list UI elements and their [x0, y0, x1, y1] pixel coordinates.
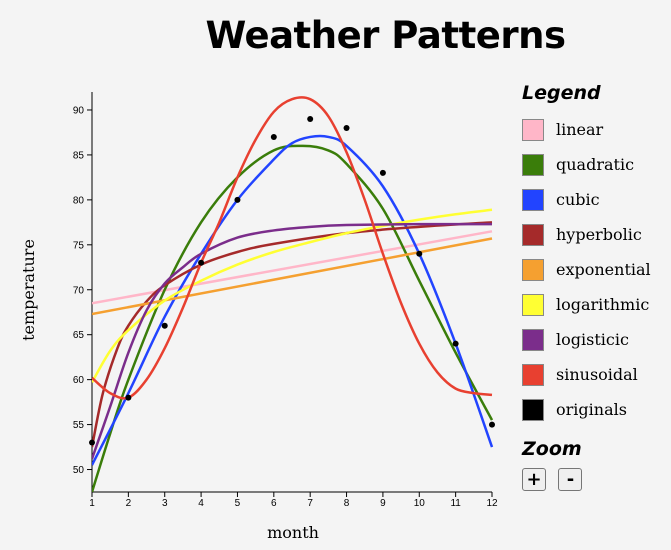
legend-swatch — [522, 188, 544, 211]
original-points — [89, 115, 495, 446]
series-line-logisticic — [92, 222, 493, 460]
x-tick-label: 8 — [344, 498, 350, 509]
legend-label: originals — [556, 400, 627, 419]
x-tick-label: 3 — [162, 498, 168, 509]
legend-label: sinusoidal — [556, 365, 638, 384]
y-tick-label: 90 — [73, 105, 85, 116]
legend-item-originals: originals — [522, 392, 651, 427]
x-tick-label: 2 — [126, 498, 132, 509]
series-line-hyperbolic — [92, 221, 493, 448]
y-tick-label: 85 — [73, 150, 85, 161]
legend-item-linear: linear — [522, 112, 651, 147]
legend: Legend linear quadratic cubic hyperbolic exp… — [522, 82, 651, 427]
x-tick-label: 7 — [307, 498, 313, 509]
data-point — [416, 250, 423, 257]
data-point — [161, 322, 168, 329]
fit-lines — [92, 96, 494, 492]
legend-swatch — [522, 223, 544, 246]
x-tick-label: 11 — [450, 498, 461, 509]
legend-item-cubic: cubic — [522, 182, 651, 217]
legend-label: logarithmic — [556, 295, 650, 314]
legend-item-logisticic: logisticic — [522, 322, 651, 357]
legend-label: exponential — [556, 260, 651, 279]
zoom-in-button[interactable]: + — [522, 468, 546, 491]
chart-title: Weather Patterns — [205, 14, 566, 57]
zoom-out-button[interactable]: - — [558, 468, 583, 491]
data-point — [270, 133, 277, 140]
zoom-panel: Zoom + - — [522, 438, 590, 491]
series-line-exponential — [92, 237, 493, 316]
data-point — [89, 439, 95, 446]
legend-label: quadratic — [556, 155, 635, 174]
data-point — [379, 169, 386, 176]
x-tick-label: 4 — [198, 498, 204, 509]
y-tick-label: 55 — [73, 420, 85, 431]
x-tick-label: 1 — [89, 498, 95, 509]
legend-item-quadratic: quadratic — [522, 147, 651, 182]
x-tick-label: 9 — [380, 498, 386, 509]
legend-title: Legend — [522, 82, 601, 104]
y-tick-label: 80 — [73, 195, 85, 206]
data-point — [307, 115, 314, 122]
legend-label: linear — [556, 120, 604, 139]
series-line-cubic — [92, 134, 494, 466]
data-point — [234, 196, 241, 203]
x-tick-label: 12 — [486, 498, 498, 509]
data-point — [125, 394, 132, 401]
y-tick-label: 65 — [73, 330, 85, 341]
legend-swatch — [522, 118, 544, 141]
legend-item-exponential: exponential — [522, 252, 651, 287]
legend-item-hyperbolic: hyperbolic — [522, 217, 651, 252]
legend-swatch — [522, 293, 544, 316]
series-line-sinusoidal — [92, 96, 493, 400]
data-point — [198, 259, 205, 266]
series-line-quadratic — [92, 144, 494, 492]
legend-item-logarithmic: logarithmic — [522, 287, 651, 322]
legend-label: hyperbolic — [556, 225, 642, 244]
y-tick-label: 50 — [73, 465, 85, 476]
legend-swatch — [522, 258, 544, 281]
legend-swatch — [522, 363, 544, 386]
x-tick-label: 5 — [235, 498, 241, 509]
legend-swatch — [522, 398, 544, 421]
y-axis-label: temperature — [19, 239, 38, 341]
legend-label: cubic — [556, 190, 600, 209]
y-tick-label: 75 — [73, 240, 85, 251]
legend-swatch — [522, 153, 544, 176]
y-tick-label: 60 — [73, 375, 85, 386]
x-tick-label: 10 — [414, 498, 426, 509]
x-tick-label: 6 — [271, 498, 277, 509]
legend-swatch — [522, 328, 544, 351]
legend-label: logisticic — [556, 330, 629, 349]
y-tick-label: 70 — [73, 285, 85, 296]
legend-item-sinusoidal: sinusoidal — [522, 357, 651, 392]
zoom-title: Zoom — [522, 438, 582, 460]
x-axis-label: month — [267, 523, 319, 542]
data-point — [452, 340, 459, 347]
data-point — [489, 421, 495, 428]
data-point — [343, 124, 350, 131]
series-line-logarithmic — [92, 208, 493, 383]
